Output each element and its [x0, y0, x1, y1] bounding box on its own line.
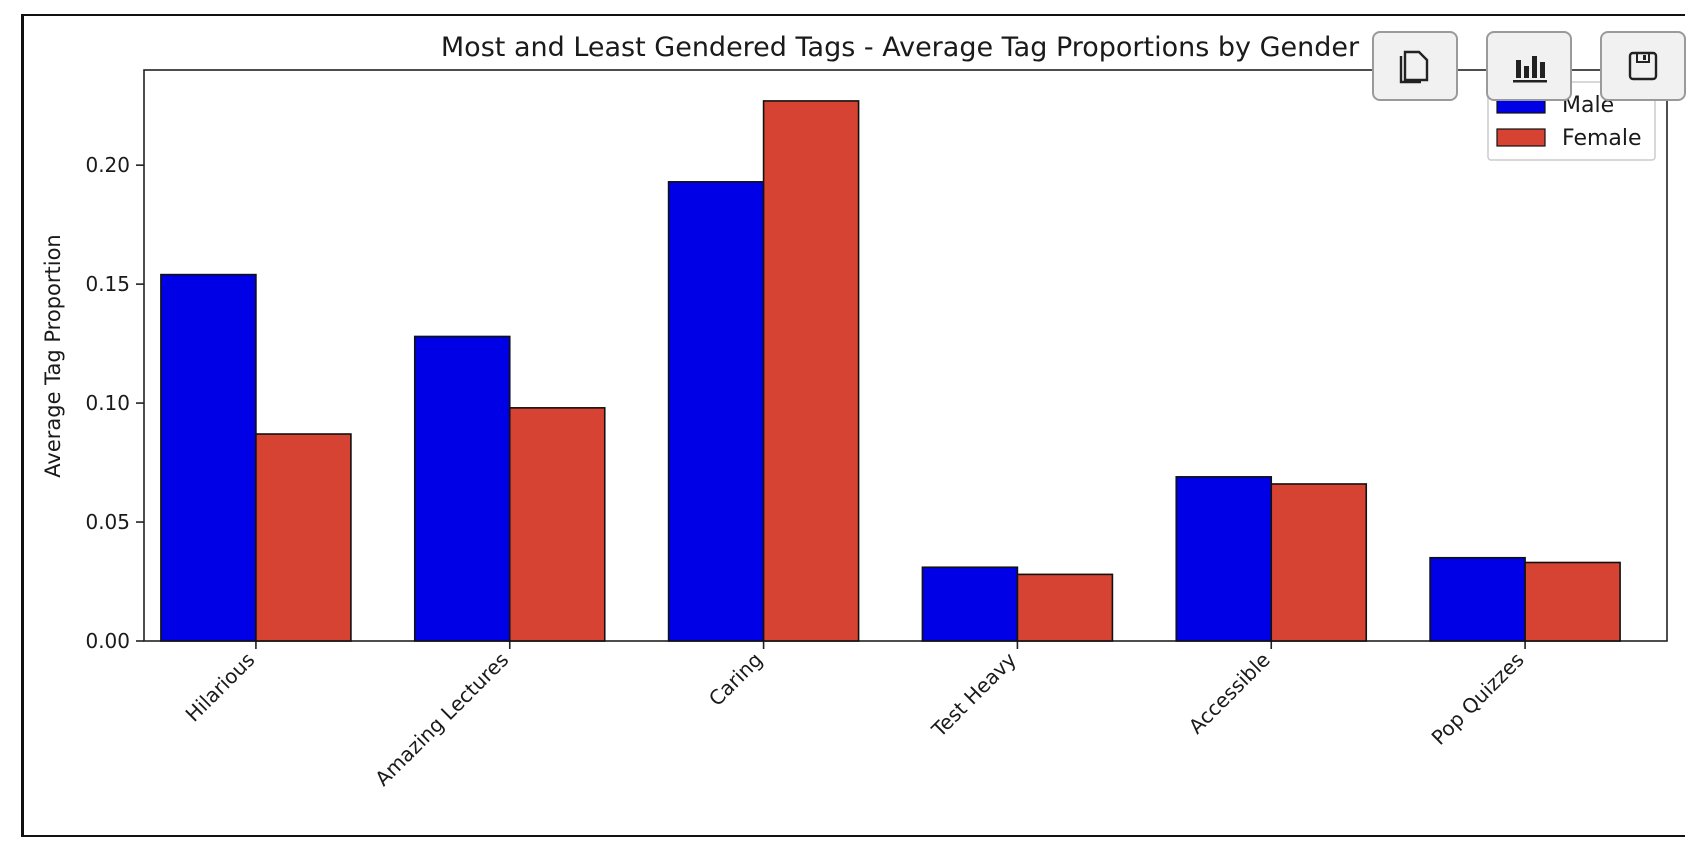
legend: Male Female	[1487, 81, 1656, 161]
y-tick-label: 0.15	[85, 272, 130, 296]
axes	[136, 69, 1668, 649]
legend-label-female: Female	[1562, 126, 1642, 151]
bar-female-1	[508, 407, 606, 642]
x-tick-label: Caring	[704, 648, 767, 711]
bar-male-3	[921, 566, 1019, 642]
bar-female-4	[1270, 483, 1368, 642]
x-tick-label: Test Heavy	[926, 647, 1021, 742]
x-tick-label: Pop Quizzes	[1427, 648, 1529, 750]
bar-female-2	[762, 100, 860, 642]
y-axis-label: Average Tag Proportion	[41, 234, 65, 478]
bar-male-1	[413, 335, 511, 642]
save-button[interactable]	[1600, 31, 1686, 101]
bar-chart-button[interactable]	[1486, 31, 1572, 101]
copy-button[interactable]	[1372, 31, 1458, 101]
bar-male-2	[667, 181, 765, 642]
bar-female-0	[255, 433, 352, 642]
y-tick-label: 0.05	[85, 510, 130, 534]
legend-swatch-female	[1496, 128, 1546, 147]
plot-area	[143, 69, 1668, 642]
bar-female-5	[1524, 561, 1621, 642]
chart-title: Most and Least Gendered Tags - Average T…	[441, 32, 1360, 63]
save-icon	[1628, 51, 1658, 81]
x-tick-label: Amazing Lectures	[370, 648, 513, 791]
bars	[160, 100, 1621, 642]
bar-male-0	[160, 273, 257, 642]
copy-icon	[1399, 50, 1429, 84]
bar-chart-icon	[1513, 56, 1547, 83]
x-tick-label: Hilarious	[181, 648, 260, 727]
y-tick-label: 0.10	[85, 391, 130, 415]
y-tick-label: 0.20	[85, 153, 130, 177]
y-tick-label: 0.00	[85, 629, 130, 653]
x-tick-label: Accessible	[1184, 648, 1275, 739]
bar-female-3	[1016, 573, 1114, 642]
bar-male-4	[1175, 476, 1273, 642]
bar-male-5	[1429, 556, 1526, 642]
